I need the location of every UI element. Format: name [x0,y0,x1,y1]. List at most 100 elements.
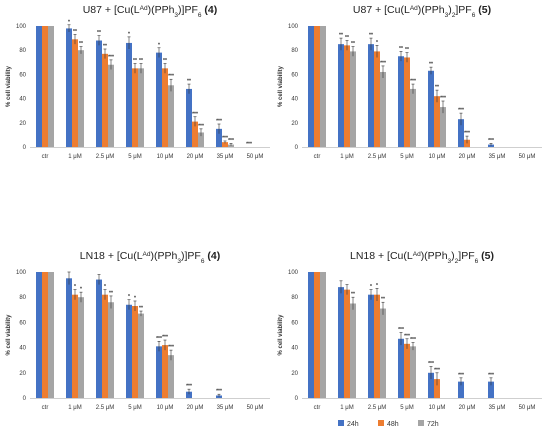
x-tick-label: 35 μM [217,154,234,160]
bar-48h [72,294,78,398]
x-tick-label: 50 μM [519,405,536,411]
significance-label: * [376,283,378,289]
significance-label: *** [108,54,114,60]
significance-label: *** [228,138,234,144]
x-tick-label: 2.5 μM [96,154,114,160]
y-tick-label: 100 [288,24,299,30]
significance-label: * [134,295,136,301]
x-tick-label: ctr [314,154,321,160]
significance-label: ** [103,43,107,49]
y-tick-label: 60 [19,320,26,326]
bar-72h [410,346,416,398]
x-tick-label: ctr [314,405,321,411]
bar-72h [48,272,54,398]
bar-48h [132,306,138,398]
bar-72h [320,272,326,398]
legend-swatch-72h [418,420,424,426]
y-tick-label: 80 [291,295,298,301]
bar-48h [314,272,320,398]
chart-title: LN18 + [Cu(LAd)(PPh3)]PF6 (4) [80,250,220,265]
y-tick-label: 40 [291,97,298,103]
significance-label: *** [216,389,222,395]
significance-label: * [104,284,106,290]
x-tick-label: 50 μM [519,154,536,160]
y-tick-label: 40 [19,97,26,103]
significance-label: *** [410,337,416,343]
y-tick-label: 20 [19,121,26,127]
bar-48h [374,51,380,147]
y-tick-label: 60 [291,320,298,326]
y-tick-label: 80 [19,295,26,301]
y-tick-label: 0 [23,396,27,402]
y-tick-label: 40 [291,346,298,352]
x-tick-label: 35 μM [489,405,506,411]
significance-label: *** [440,96,446,102]
x-tick-label: 5 μM [400,154,413,160]
significance-label: ** [381,297,385,303]
x-tick-label: 5 μM [400,405,413,411]
bar-48h [314,26,320,147]
x-tick-label: 10 μM [157,154,174,160]
y-tick-label: 60 [291,72,298,78]
significance-label: *** [222,135,228,141]
y-tick-label: 0 [23,145,27,151]
bar-72h [78,50,84,148]
significance-label: *** [192,111,198,117]
significance-label: ** [399,46,403,52]
y-tick-label: 20 [291,371,298,377]
significance-label: ** [73,29,77,35]
y-tick-label: 100 [288,270,299,276]
significance-label: *** [458,108,464,114]
bar-48h [192,121,198,147]
significance-label: *** [168,74,174,80]
y-axis-label: % cell viability [6,314,12,356]
chart-panel: LN18 + [Cu(LAd)(PPh3)]PF6 (4) % cell viab… [6,250,270,411]
x-tick-label: 20 μM [459,154,476,160]
significance-label: *** [410,79,416,85]
x-tick-label: 10 μM [429,154,446,160]
bar-72h [168,355,174,398]
bar-48h [222,142,228,147]
significance-label: *** [168,345,174,351]
x-tick-label: 2.5 μM [368,154,386,160]
significance-label: ** [339,33,343,39]
chart-title: U87 + [Cu(LAd)(PPh3)]PF6 (4) [83,4,218,19]
significance-label: * [128,294,130,300]
x-tick-label: 1 μM [340,154,353,160]
chart-panel: U87 + [Cu(LAd)(PPh3)2]PF6 (5) % cell viab… [278,4,542,160]
significance-label: ** [345,35,349,41]
significance-label: *** [198,123,204,129]
chart-panel: U87 + [Cu(LAd)(PPh3)]PF6 (4) % cell viabi… [6,4,270,160]
significance-label: *** [428,361,434,367]
significance-label: *** [380,60,386,66]
bar-24h [338,44,344,147]
bar-48h [42,272,48,398]
bar-48h [102,53,108,147]
x-tick-label: 50 μM [247,405,264,411]
bar-72h [350,303,356,398]
significance-label: *** [216,119,222,125]
chart-title: U87 + [Cu(LAd)(PPh3)2]PF6 (5) [353,4,491,19]
significance-label: *** [434,367,440,373]
x-tick-label: 20 μM [187,405,204,411]
y-axis-label: % cell viability [278,65,284,107]
significance-label: ** [139,58,143,64]
bar-72h [440,107,446,147]
bar-24h [338,287,344,398]
bar-48h [132,68,138,147]
significance-label: *** [162,335,168,341]
bar-72h [138,68,144,147]
significance-label: * [128,31,130,37]
x-tick-label: 5 μM [128,154,141,160]
significance-label: ** [109,290,113,296]
y-tick-label: 100 [16,24,27,30]
significance-label: *** [186,384,192,390]
y-tick-label: 100 [16,270,27,276]
significance-label: ** [351,41,355,47]
bar-48h [344,45,350,147]
bar-24h [156,52,162,148]
x-tick-label: 20 μM [187,154,204,160]
bar-24h [126,304,132,398]
bar-48h [162,68,168,147]
y-axis-label: % cell viability [6,65,12,107]
